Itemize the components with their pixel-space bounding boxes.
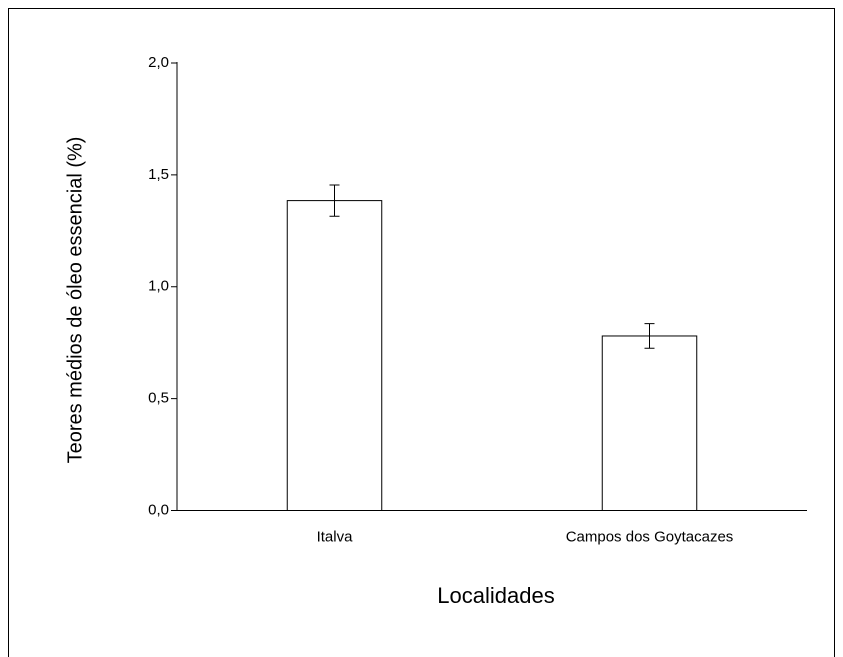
error-bar bbox=[644, 323, 655, 349]
y-axis-label: Teores médios de óleo essencial (%) bbox=[64, 137, 86, 464]
y-tick-label: 1,5 bbox=[148, 166, 169, 183]
y-tick-label: 0,0 bbox=[148, 501, 169, 518]
x-tick-label: Campos dos Goytacazes bbox=[566, 528, 734, 545]
x-axis-label: Localidades bbox=[437, 583, 554, 608]
x-tick-label: Italva bbox=[317, 528, 354, 545]
y-tick-label: 2,0 bbox=[148, 54, 169, 71]
y-tick-label: 1,0 bbox=[148, 278, 169, 295]
bar bbox=[601, 335, 698, 511]
frame bbox=[8, 8, 835, 657]
bar bbox=[286, 200, 383, 511]
error-bar bbox=[329, 184, 340, 217]
y-tick-label: 0,5 bbox=[148, 390, 169, 407]
